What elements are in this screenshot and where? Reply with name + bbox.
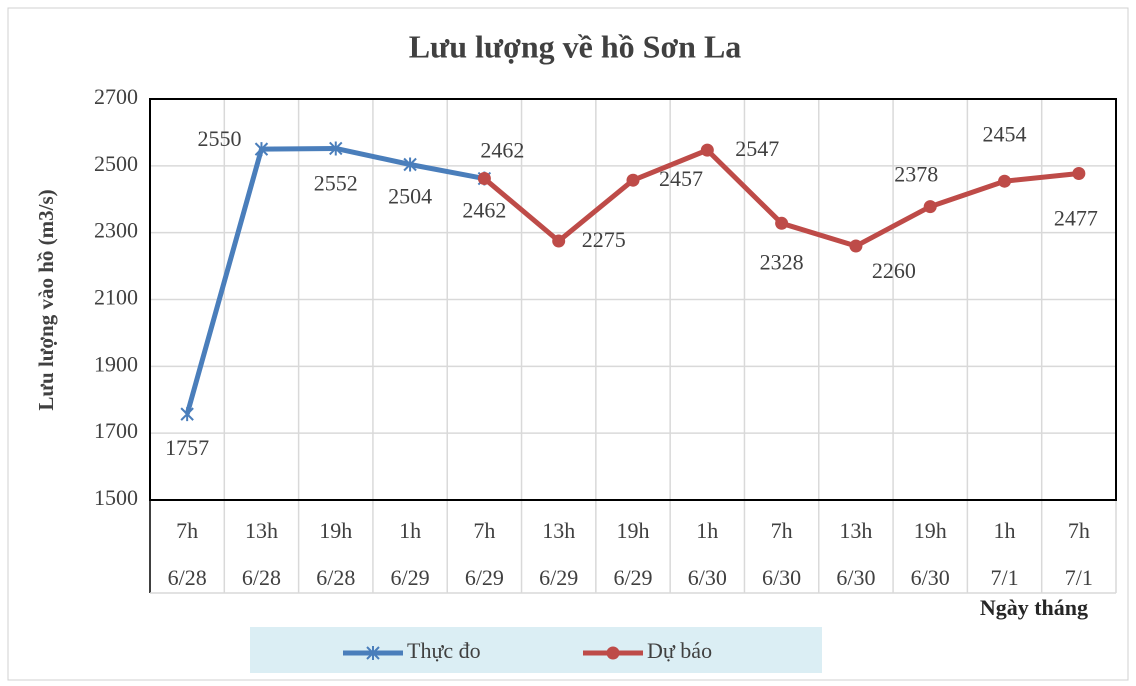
- x-tick-label: 6/29: [539, 565, 578, 590]
- x-tick-label: 19h: [319, 518, 352, 543]
- y-tick-label: 2700: [94, 84, 138, 109]
- x-tick-label: 6/29: [465, 565, 504, 590]
- chart-frame: [7, 7, 1129, 681]
- x-tick-label: 13h: [542, 518, 575, 543]
- point: [700, 143, 714, 157]
- data-label: 2462: [480, 138, 524, 163]
- x-tick-label: 6/28: [168, 565, 207, 590]
- x-tick-label: 6/30: [911, 565, 950, 590]
- x-tick-label: 7/1: [990, 565, 1018, 590]
- y-tick-label: 2300: [94, 218, 138, 243]
- x-tick-label: 1h: [994, 518, 1016, 543]
- x-tick-label: 6/29: [613, 565, 652, 590]
- data-label: 2275: [582, 227, 626, 252]
- legend-marker: [366, 646, 380, 660]
- point: [403, 157, 417, 172]
- data-label: 2454: [983, 121, 1027, 146]
- x-tick-label: 6/29: [391, 565, 430, 590]
- plot-border: [149, 98, 1117, 501]
- x-tick-label: 6/30: [688, 565, 727, 590]
- x-tick-label: 1h: [399, 518, 421, 543]
- x-tick-label: 7h: [1068, 518, 1090, 543]
- data-label: 2457: [659, 166, 703, 191]
- point: [923, 200, 937, 214]
- data-label: 2552: [314, 171, 358, 196]
- x-tick-label: 13h: [245, 518, 278, 543]
- point: [477, 172, 491, 186]
- data-label: 2328: [760, 249, 804, 274]
- legend-marker: [606, 646, 620, 660]
- data-label: 2504: [388, 184, 432, 209]
- data-label: 2462: [462, 198, 506, 223]
- x-tick-label: 7h: [473, 518, 495, 543]
- point: [1072, 167, 1086, 181]
- y-tick-label: 1500: [94, 485, 138, 510]
- x-tick-label: 6/28: [316, 565, 355, 590]
- y-axis-title: Lưu lượng vào hồ (m3/s): [34, 189, 58, 410]
- x-axis-title: Ngày tháng: [980, 595, 1088, 620]
- x-tick-label: 19h: [914, 518, 947, 543]
- x-tick-label: 1h: [696, 518, 718, 543]
- point: [849, 239, 863, 253]
- x-tick-label: 7h: [176, 518, 198, 543]
- x-tick-label: 7/1: [1065, 565, 1093, 590]
- chart-title: Lưu lượng về hồ Sơn La: [409, 28, 742, 64]
- x-tick-label: 7h: [771, 518, 793, 543]
- legend-label: Dự báo: [647, 638, 712, 663]
- point: [626, 173, 640, 187]
- y-tick-label: 1700: [94, 418, 138, 443]
- x-tick-label: 6/30: [836, 565, 875, 590]
- point: [552, 234, 566, 248]
- x-tick-label: 19h: [617, 518, 650, 543]
- point: [180, 407, 194, 422]
- y-tick-label: 2500: [94, 151, 138, 176]
- legend-label: Thực đo: [407, 638, 481, 663]
- x-tick-label: 6/30: [762, 565, 801, 590]
- data-label: 2550: [197, 126, 241, 151]
- point: [254, 142, 269, 157]
- x-tick-label: 13h: [839, 518, 872, 543]
- data-label: 2547: [735, 136, 779, 161]
- point: [775, 216, 789, 230]
- y-tick-label: 2100: [94, 285, 138, 310]
- data-label: 2260: [872, 258, 916, 283]
- legend-box: [250, 627, 822, 673]
- y-tick-label: 1900: [94, 351, 138, 376]
- data-label: 2477: [1054, 206, 1098, 231]
- point: [329, 141, 343, 156]
- data-label: 2378: [894, 162, 938, 187]
- data-label: 1757: [165, 435, 209, 460]
- x-tick-label: 6/28: [242, 565, 281, 590]
- point: [998, 174, 1012, 188]
